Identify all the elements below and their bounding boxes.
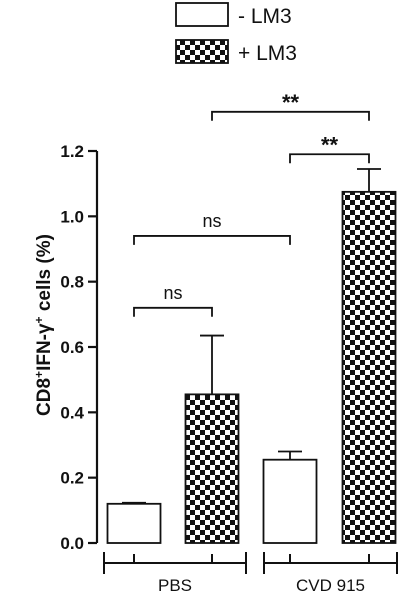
y-tick-label: 1.2	[60, 142, 84, 161]
bar	[262, 458, 318, 544]
significance-bracket	[289, 153, 370, 164]
bar	[341, 190, 397, 544]
y-axis-label-part: cells (%)	[34, 234, 55, 316]
significance-bracket	[133, 235, 291, 245]
y-tick-label: 0.0	[60, 534, 84, 553]
y-tick-label: 0.8	[60, 273, 84, 292]
significance-bracket	[211, 110, 370, 121]
x-category-label: CVD 915	[296, 576, 365, 595]
legend-label: + LM3	[238, 42, 297, 65]
y-axis-label-part: IFN-γ	[34, 323, 55, 371]
significance-label: ns	[202, 211, 221, 231]
y-axis-label-superscript: +	[32, 316, 46, 323]
y-tick-label: 0.2	[60, 469, 84, 488]
y-axis-label: CD8+IFN-γ+ cells (%)	[32, 234, 55, 416]
legend-swatch	[175, 39, 229, 64]
bar	[106, 502, 162, 544]
bar	[184, 393, 240, 544]
y-axis-label-part: CD8	[34, 378, 55, 416]
y-tick-label: 1.0	[60, 207, 84, 226]
axes: 0.0 0.2 0.4 0.6 0.8 1.0 1.2 PBS CVD 915	[60, 142, 398, 595]
y-tick-label: 0.6	[60, 338, 84, 357]
significance-label: **	[321, 132, 339, 157]
significance-label: ns	[163, 283, 182, 303]
legend-swatch	[175, 2, 229, 27]
significance-bracket	[133, 306, 213, 317]
significance-label: **	[282, 90, 300, 115]
y-axis-label-superscript: +	[32, 371, 46, 378]
y-tick-label: 0.4	[60, 403, 84, 422]
legend: - LM3 + LM3	[175, 2, 297, 65]
legend-label: - LM3	[238, 5, 292, 28]
x-category-label: PBS	[158, 576, 192, 595]
significance-annotations: ns ns ** **	[133, 90, 370, 317]
bars	[106, 168, 397, 544]
